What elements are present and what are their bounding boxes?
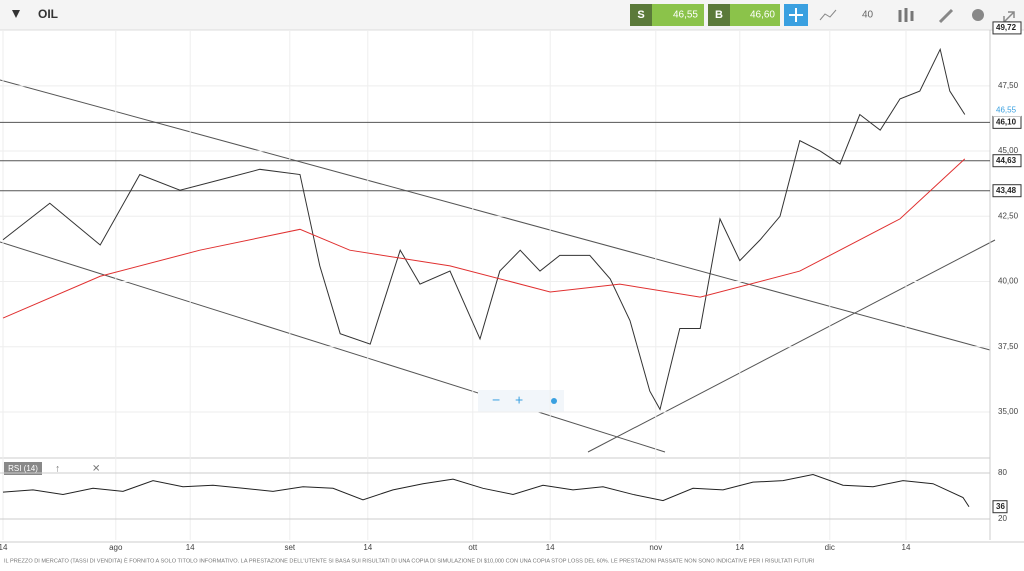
- x-tick-label: nov: [649, 543, 662, 552]
- y-tick-label: 45,00: [998, 146, 1019, 155]
- disclaimer: IL PREZZO DI MERCATO (TASSI DI VENDITA) …: [4, 557, 815, 564]
- level-label: 44,63: [996, 156, 1017, 165]
- close[interactable]: ✕: [92, 464, 100, 475]
- y-tick-label: 47,50: [998, 81, 1019, 90]
- x-tick-label: 14: [546, 543, 555, 552]
- zoom-level[interactable]: 40: [862, 10, 874, 21]
- rsi-tick-label: 80: [998, 468, 1007, 477]
- sell-label: S: [637, 9, 644, 21]
- zoom-in[interactable]: +: [515, 392, 523, 408]
- level-label: 43,48: [996, 186, 1017, 195]
- trend-line: [587, 239, 996, 453]
- logo: [12, 10, 20, 18]
- zoom-controls: [478, 390, 564, 412]
- current-box: [993, 104, 1021, 117]
- x-tick-label: dic: [825, 543, 835, 552]
- y-tick-label: 42,50: [998, 211, 1019, 220]
- price-line: [2, 47, 966, 411]
- candle-button[interactable]: [898, 8, 914, 22]
- level-label: 49,72: [996, 23, 1017, 32]
- level-box: [992, 21, 1022, 35]
- price-line: [2, 158, 966, 319]
- share[interactable]: [551, 398, 557, 404]
- x-tick-label: 14: [735, 543, 744, 552]
- chart-type-button[interactable]: [819, 9, 837, 21]
- current-price: 46,55: [996, 106, 1017, 115]
- y-tick-label: 40,00: [998, 277, 1019, 286]
- y-tick-label: 35,00: [998, 407, 1019, 416]
- rsi-tag[interactable]: [4, 462, 42, 475]
- level-label: 46,10: [996, 117, 1017, 126]
- level-box: [992, 154, 1022, 168]
- x-tick-label: set: [284, 543, 295, 552]
- trend-line: [0, 79, 991, 351]
- x-tick-label: 14: [186, 543, 195, 552]
- level-box: [992, 184, 1022, 198]
- draw-button[interactable]: [938, 8, 954, 24]
- toolbar: [0, 0, 1024, 30]
- price-line: [2, 473, 970, 507]
- sell-price: 46,55: [673, 10, 698, 21]
- instrument: OIL: [38, 7, 58, 21]
- x-tick-label: ago: [109, 543, 123, 552]
- rsi-title: RSI (14): [8, 464, 38, 473]
- buy-label: B: [715, 9, 723, 21]
- x-tick-label: ott: [468, 543, 478, 552]
- zoom-out[interactable]: −: [492, 392, 500, 408]
- rsi-tick-label: 20: [998, 514, 1007, 523]
- x-tick-label: 14: [902, 543, 911, 552]
- rsi-last-label: 36: [996, 502, 1005, 511]
- y-tick-label: 37,50: [998, 342, 1019, 351]
- move-up[interactable]: ↑: [55, 464, 60, 475]
- x-tick-label: 14: [0, 543, 8, 552]
- settings-button[interactable]: [972, 9, 984, 21]
- buy-price: 46,60: [750, 10, 775, 21]
- x-tick-label: 14: [363, 543, 372, 552]
- rsi-last-box: [992, 500, 1008, 514]
